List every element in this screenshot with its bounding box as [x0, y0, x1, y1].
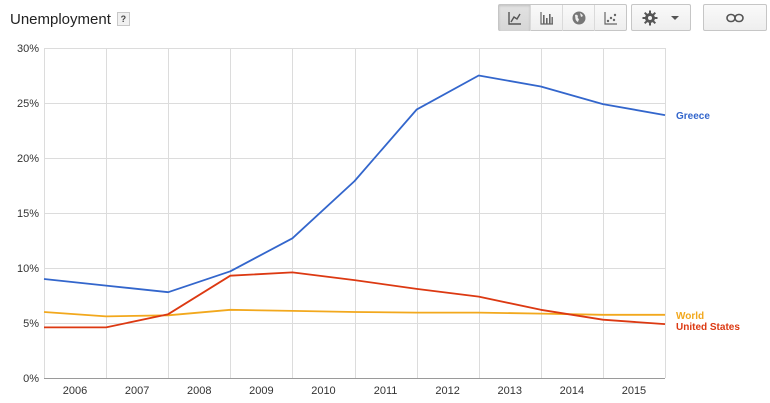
- y-tick-label: 0%: [23, 373, 39, 385]
- settings-button[interactable]: [632, 5, 690, 31]
- caret-down-icon: [671, 16, 679, 20]
- settings-toolbar: [631, 4, 691, 31]
- x-tick-label: 2008: [187, 385, 211, 397]
- x-tick-label: 2006: [63, 385, 87, 397]
- series-label-world: World: [676, 311, 704, 322]
- chart-series-lines: [43, 74, 666, 329]
- link-button[interactable]: [704, 5, 766, 31]
- chart-title: Unemployment: [10, 10, 111, 28]
- x-tick-label: 2009: [249, 385, 273, 397]
- y-axis-tick-labels: 0% 5% 10% 15% 20% 25% 30%: [17, 43, 39, 385]
- gear-icon: [642, 10, 658, 26]
- x-tick-label: 2010: [311, 385, 335, 397]
- y-tick-label: 20%: [17, 153, 39, 165]
- scatter-chart-icon: [603, 12, 617, 25]
- bar-chart-button[interactable]: [531, 5, 563, 31]
- x-tick-label: 2015: [622, 385, 646, 397]
- x-tick-label: 2014: [560, 385, 584, 397]
- map-chart-button[interactable]: [563, 5, 595, 31]
- y-tick-label: 15%: [17, 208, 39, 220]
- series-label-united-states: United States: [676, 322, 740, 333]
- link-icon: [726, 13, 744, 23]
- x-tick-label: 2011: [374, 385, 398, 397]
- bar-chart-icon: [539, 12, 553, 25]
- y-tick-label: 25%: [17, 98, 39, 110]
- chart-grid: [44, 48, 666, 379]
- y-tick-label: 5%: [23, 318, 39, 330]
- series-line-united-states: [44, 271, 666, 329]
- line-chart-button[interactable]: [499, 5, 531, 31]
- y-tick-label: 30%: [17, 43, 39, 55]
- link-toolbar: [703, 4, 767, 31]
- x-tick-label: 2013: [498, 385, 522, 397]
- x-axis-tick-labels: 2006 2007 2008 2009 2010 2011 2012 2013 2014 2015: [63, 385, 646, 397]
- series-label-greece: Greece: [676, 111, 710, 122]
- globe-map-icon: [572, 11, 585, 25]
- help-button[interactable]: ?: [116, 12, 130, 26]
- chart-title-bar: Unemployment ?: [10, 9, 130, 29]
- x-tick-label: 2012: [435, 385, 459, 397]
- series-line-greece: [43, 74, 666, 294]
- chart-type-toolbar: [498, 4, 627, 31]
- x-tick-label: 2007: [125, 385, 149, 397]
- scatter-chart-button[interactable]: [595, 5, 626, 31]
- y-tick-label: 10%: [17, 263, 39, 275]
- line-chart-icon: [507, 12, 521, 25]
